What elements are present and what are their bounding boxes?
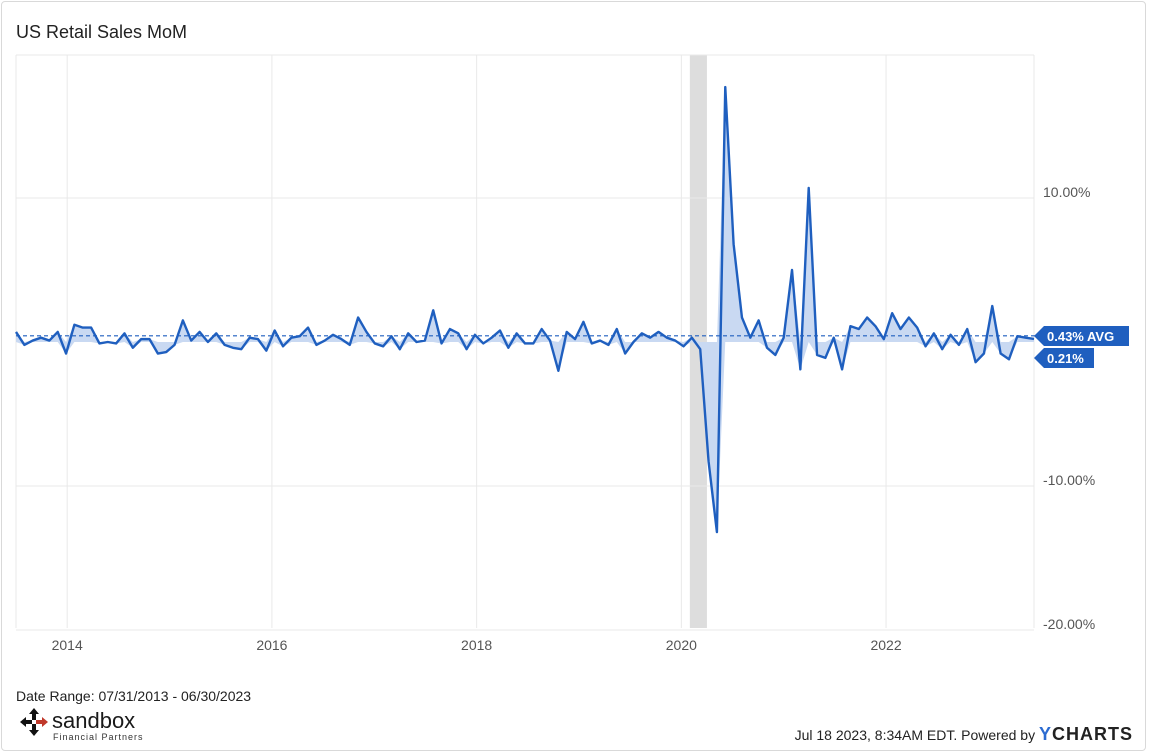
x-tick-label: 2018 (461, 637, 492, 653)
footer-credit: Jul 18 2023, 8:34AM EDT. Powered by YCHA… (795, 724, 1133, 745)
chart-title: US Retail Sales MoM (16, 22, 188, 42)
last-value-label: 0.21% (1047, 351, 1084, 366)
y-tick-label: -20.00% (1043, 616, 1095, 632)
avg-label: 0.43% AVG (1047, 329, 1114, 344)
y-tick-label: -10.00% (1043, 472, 1095, 488)
x-tick-label: 2016 (256, 637, 287, 653)
retail-sales-chart: 2014 2016 2018 2020 2022 10.00% -10.00% -20.00… (14, 54, 1129, 653)
ycharts-logo-rest: CHARTS (1052, 724, 1133, 744)
logo-name: sandbox (52, 708, 136, 733)
x-tick-label: 2014 (52, 637, 83, 653)
x-axis-ticks: 2014 2016 2018 2020 2022 (52, 637, 902, 653)
negative-area (16, 342, 1034, 533)
footer-powered-by: Powered by (961, 727, 1036, 743)
ycharts-logo[interactable]: YCHARTS (1039, 724, 1133, 744)
compass-arrows-icon (20, 708, 48, 736)
series-line (14, 85, 1035, 534)
logo-tagline: Financial Partners (53, 732, 144, 742)
ycharts-logo-y: Y (1038, 724, 1052, 744)
sandbox-logo: sandbox Financial Partners (20, 708, 160, 744)
y-axis-ticks: 10.00% -10.00% -20.00% (1043, 184, 1095, 632)
footer-timestamp: Jul 18 2023, 8:34AM EDT. (794, 727, 958, 743)
avg-label-tag: 0.43% AVG (1034, 326, 1129, 346)
date-range: Date Range: 07/31/2013 - 06/30/2023 (16, 688, 252, 704)
last-value-tag: 0.21% (1034, 348, 1094, 368)
y-tick-label: 10.00% (1043, 184, 1090, 200)
positive-area (16, 87, 1034, 343)
x-tick-label: 2022 (870, 637, 901, 653)
x-tick-label: 2020 (666, 637, 697, 653)
